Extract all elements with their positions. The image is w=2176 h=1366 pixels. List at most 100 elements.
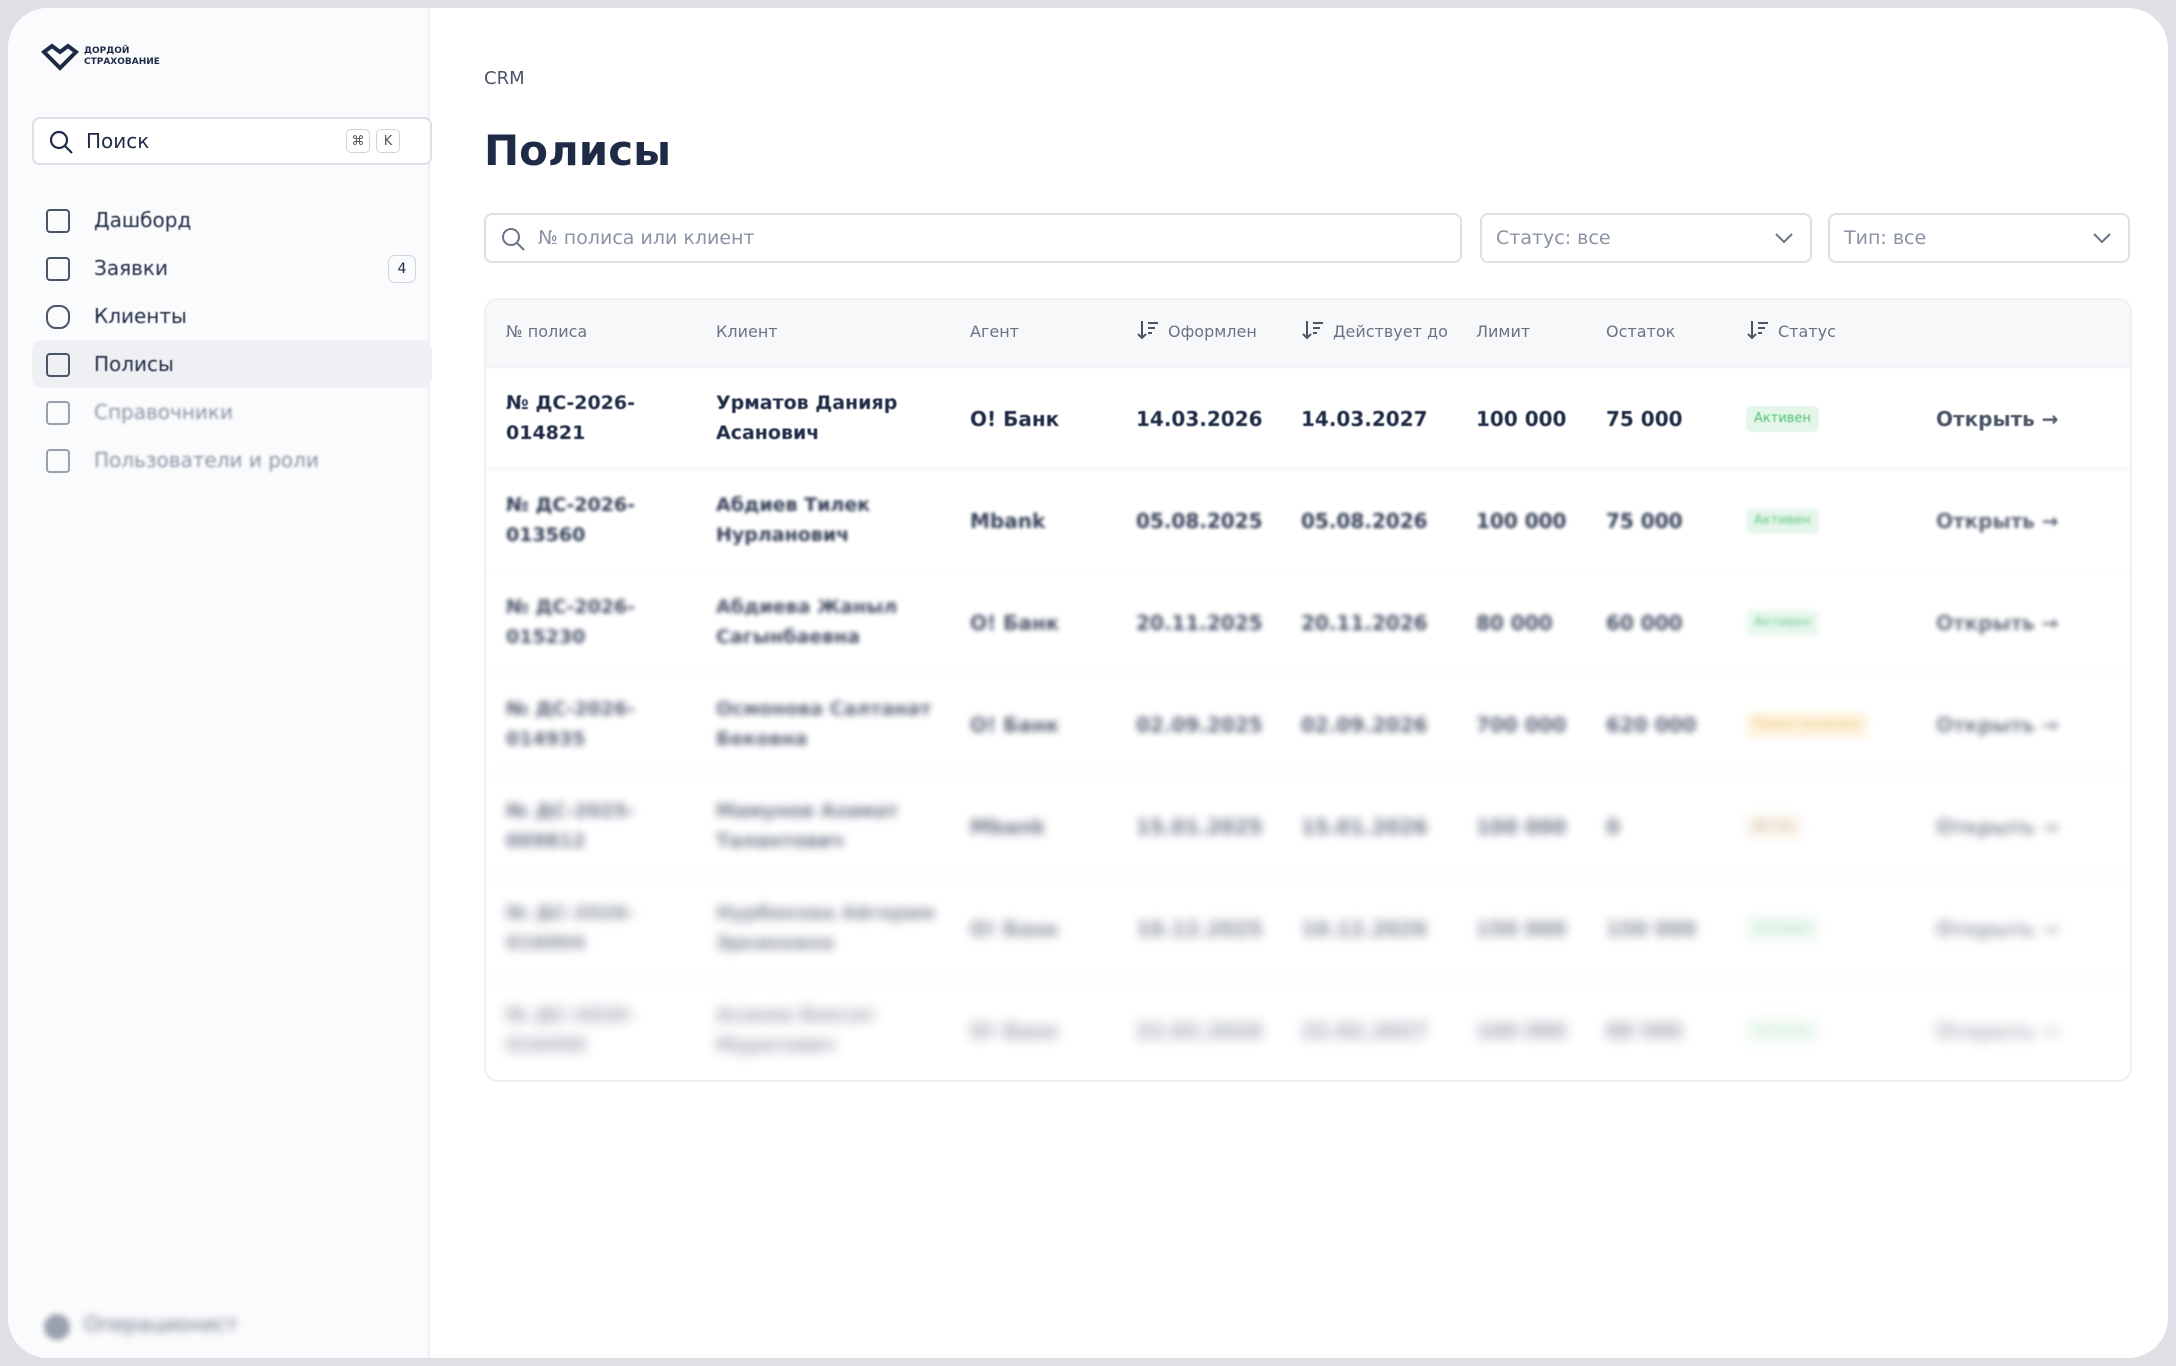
sort-icon[interactable]	[1301, 318, 1325, 342]
cell: 22.02.2026	[1136, 1019, 1263, 1043]
table-row[interactable]: № ДС-2026-016004 Нурбекова Айгерим Эркино…	[486, 876, 2130, 980]
policy-search[interactable]: № полиса или клиент	[484, 213, 1462, 263]
logo-line: ДОРДОЙ	[84, 46, 130, 56]
cell: 15.01.2026	[1301, 815, 1428, 839]
cell: Mbank	[970, 815, 1046, 839]
cell: 150 000	[1606, 917, 1697, 941]
nav-item[interactable]: Пользователи и роли	[32, 436, 432, 484]
table-row[interactable]: № ДС-2026-014821 Урматов Данияр Асанович O…	[486, 366, 2130, 470]
column-header[interactable]: Оформлен	[1168, 322, 1257, 341]
status-badge: Активен	[1746, 406, 1819, 432]
cell: 150 000	[1476, 917, 1567, 941]
cell: № ДС-2026-016450	[506, 1004, 635, 1056]
search-icon	[502, 228, 525, 251]
cell: 22.02.2027	[1301, 1019, 1428, 1043]
logo-text: ДОРДОЙ СТРАХОВАНИЕ	[84, 46, 160, 68]
status-filter[interactable]: Статус: все	[1480, 213, 1812, 263]
cell: 88 000	[1606, 1019, 1683, 1043]
column-header[interactable]: Действует до	[1333, 322, 1448, 341]
column-header[interactable]: Статус	[1778, 322, 1836, 341]
status-badge: Активен	[1746, 610, 1819, 636]
open-link[interactable]: Открыть →	[1936, 407, 2059, 431]
table-row[interactable]: № ДС-2026-015230 Абдиева Жаныл Сагынбаевн…	[486, 570, 2130, 674]
nav-label: Клиенты	[94, 304, 187, 328]
cell: 20.11.2025	[1136, 611, 1263, 635]
cell: № ДС-2026-015230	[506, 596, 635, 648]
nav-item[interactable]: Заявки 4	[32, 244, 432, 292]
status-badge: Приостановлен	[1746, 712, 1869, 738]
cell: 75 000	[1606, 509, 1683, 533]
cell: O! Банк	[970, 713, 1060, 737]
cell: № ДС-2026-013560	[506, 494, 635, 546]
table-row[interactable]: № ДС-2025-009812 Мамунов Азамат Талантови…	[486, 774, 2130, 878]
cell: O! Банк	[970, 1019, 1060, 1043]
table-row[interactable]: № ДС-2026-014935 Осмонова Салтанат Бековн…	[486, 672, 2130, 776]
shortcut-key: ⌘	[346, 129, 370, 153]
nav-item[interactable]: Клиенты	[32, 292, 432, 340]
cell: 05.08.2025	[1136, 509, 1263, 533]
cell: № ДС-2025-009812	[506, 800, 635, 852]
sidebar: ДОРДОЙ СТРАХОВАНИЕ Поиск ⌘ K Дашборд Заяв…	[8, 8, 432, 1358]
status-filter-label: Статус: все	[1496, 227, 1611, 249]
table-row[interactable]: № ДС-2026-013560 Абдиев Тилек Нурланович M…	[486, 468, 2130, 572]
cell: Нурбекова Айгерим Эркиновна	[716, 902, 935, 954]
open-link[interactable]: Открыть →	[1936, 713, 2059, 737]
shortcut-key: K	[376, 129, 400, 153]
open-link[interactable]: Открыть →	[1936, 1019, 2059, 1043]
cell: 14.03.2027	[1301, 407, 1428, 431]
cell: 02.09.2026	[1301, 713, 1428, 737]
cell: 80 000	[1476, 611, 1553, 635]
cell: 100 000	[1476, 815, 1567, 839]
nav-label: Полисы	[94, 352, 174, 376]
nav-badge: 4	[388, 255, 416, 283]
status-badge: Активен	[1746, 1018, 1819, 1044]
sort-icon[interactable]	[1136, 318, 1160, 342]
user-avatar	[44, 1314, 70, 1340]
type-filter[interactable]: Тип: все	[1828, 213, 2130, 263]
nav-item[interactable]: Справочники	[32, 388, 432, 436]
cell: Mbank	[970, 509, 1046, 533]
cell: Мамунов Азамат Талантович	[716, 800, 899, 852]
open-link[interactable]: Открыть →	[1936, 917, 2059, 941]
user-name[interactable]: Операционист	[84, 1312, 238, 1336]
open-link[interactable]: Открыть →	[1936, 815, 2059, 839]
cell: Абдиев Тилек Нурланович	[716, 494, 871, 546]
search-icon	[49, 130, 73, 154]
cell: Осмонова Салтанат Бековна	[716, 698, 932, 750]
cell: 15.01.2025	[1136, 815, 1263, 839]
open-link[interactable]: Открыть →	[1936, 509, 2059, 533]
cell: O! Банк	[970, 917, 1060, 941]
cell: 10.12.2026	[1301, 917, 1428, 941]
type-filter-label: Тип: все	[1844, 227, 1927, 249]
column-header: Клиент	[716, 322, 778, 341]
cell: 700 000	[1476, 713, 1567, 737]
column-header: № полиса	[506, 322, 588, 341]
main: CRM Полисы № полиса или клиент Статус: в…	[430, 8, 2168, 1358]
cell: 0	[1606, 815, 1620, 839]
cell: 14.03.2026	[1136, 407, 1263, 431]
nav-label: Заявки	[94, 256, 168, 280]
search-label: Поиск	[86, 129, 150, 153]
breadcrumb[interactable]: CRM	[484, 68, 525, 89]
global-search[interactable]: Поиск ⌘ K	[32, 117, 432, 165]
policies-table: № полиса Клиент Агент Оформлен Действует до Л…	[484, 298, 2132, 1082]
cell: 02.09.2025	[1136, 713, 1263, 737]
status-badge: Активен	[1746, 508, 1819, 534]
nav-label: Пользователи и роли	[94, 448, 319, 472]
sort-icon[interactable]	[1746, 318, 1770, 342]
cell: 05.08.2026	[1301, 509, 1428, 533]
chevron	[1775, 233, 1793, 244]
nav-item[interactable]: Дашборд	[32, 196, 432, 244]
nav-icon	[46, 209, 70, 233]
cell: № ДС-2026-014935	[506, 698, 635, 750]
cell: Урматов Данияр Асанович	[716, 392, 898, 444]
cell: Абдиева Жаныл Сагынбаевна	[716, 596, 898, 648]
table-header: № полиса Клиент Агент Оформлен Действует до Л…	[486, 300, 2130, 366]
nav-label: Дашборд	[94, 208, 192, 232]
chevron	[2093, 233, 2111, 244]
open-link[interactable]: Открыть →	[1936, 611, 2059, 635]
nav-item[interactable]: Полисы	[32, 340, 432, 388]
table-row[interactable]: № ДС-2026-016450 Асанов Бексат Муратович O…	[486, 978, 2130, 1080]
